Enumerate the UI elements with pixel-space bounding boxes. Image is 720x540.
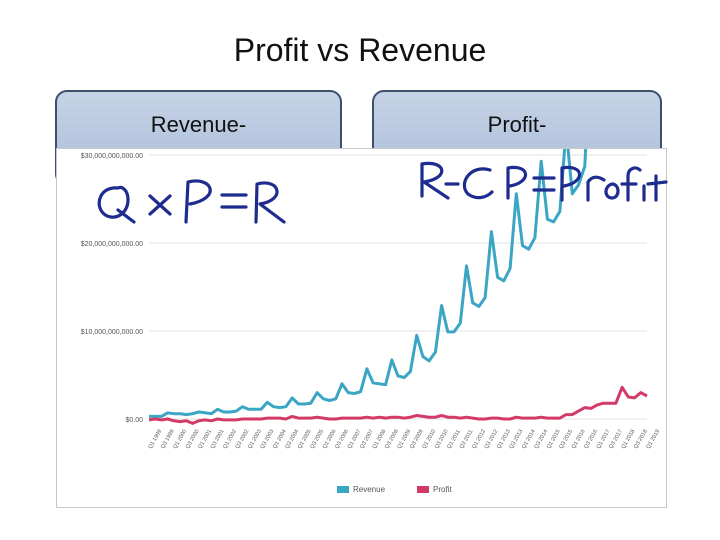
legend-label-revenue: Revenue bbox=[353, 485, 386, 494]
legend-label-profit: Profit bbox=[433, 485, 452, 494]
legend-swatch-profit bbox=[417, 486, 429, 493]
series-line-profit bbox=[148, 385, 648, 425]
y-tick-label: $30,000,000,000.00 bbox=[81, 153, 143, 160]
legend-swatch-revenue bbox=[337, 486, 349, 493]
y-tick-label: $10,000,000,000.00 bbox=[81, 329, 143, 336]
y-tick-label: $0.00 bbox=[125, 417, 143, 424]
series-line-revenue bbox=[149, 149, 588, 418]
revenue-profit-line-chart: $0.00 $10,000,000,000.00 $20,000,000,000.0… bbox=[81, 149, 661, 494]
y-tick-label: $20,000,000,000.00 bbox=[81, 241, 143, 248]
chart-panel: $0.00 $10,000,000,000.00 $20,000,000,000.0… bbox=[56, 148, 667, 508]
slide-title: Profit vs Revenue bbox=[233, 32, 487, 68]
profit-box-text: Profit- bbox=[487, 112, 547, 137]
revenue-box-text: Revenue- bbox=[150, 112, 247, 137]
